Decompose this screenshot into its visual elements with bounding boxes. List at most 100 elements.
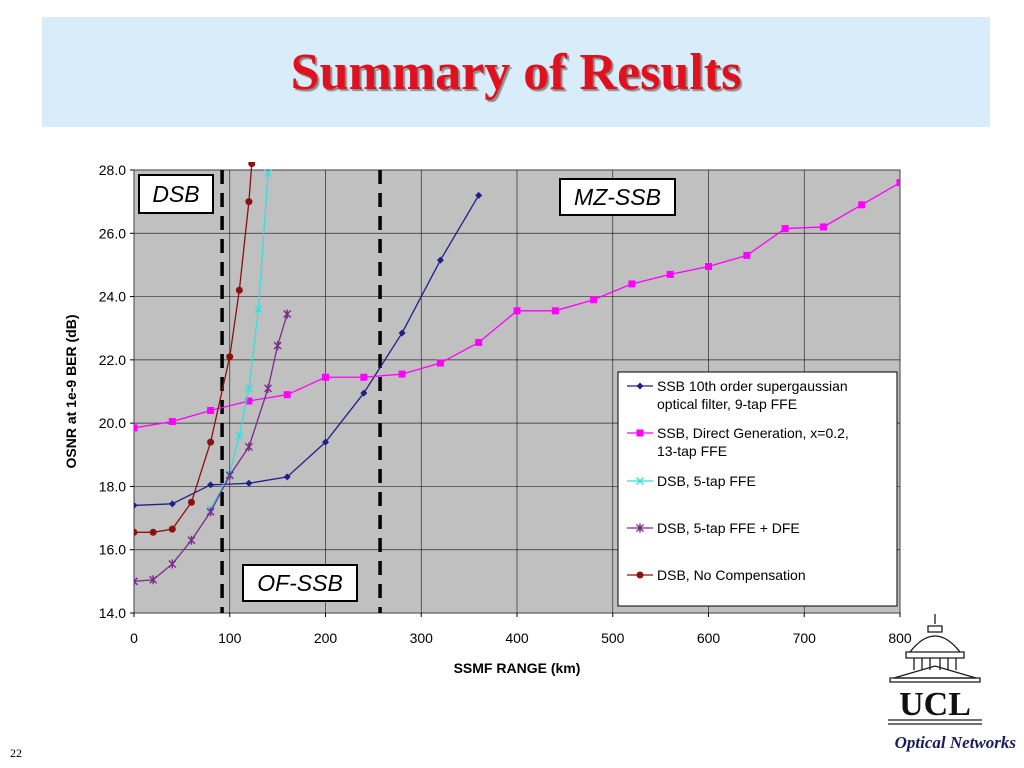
x-tick-label: 700 xyxy=(793,630,817,646)
data-point-marker xyxy=(398,329,406,337)
data-point-marker xyxy=(168,559,177,569)
data-point-marker xyxy=(226,353,234,361)
series-0 xyxy=(134,191,483,509)
page-number: 22 xyxy=(10,746,22,760)
x-axis-label: SSMF RANGE (km) xyxy=(454,660,581,676)
data-point-marker xyxy=(134,424,138,432)
data-point-marker xyxy=(264,383,273,393)
data-point-marker xyxy=(245,479,253,487)
y-tick-label: 28.0 xyxy=(99,162,126,178)
data-point-marker xyxy=(896,179,900,187)
series-line xyxy=(134,313,288,583)
legend-label: SSB, Direct Generation, x=0.2, xyxy=(657,425,849,441)
y-tick-label: 14.0 xyxy=(99,605,126,621)
series-line xyxy=(134,194,480,507)
annotation-label: MZ-SSB xyxy=(574,184,661,210)
data-point-marker xyxy=(283,309,292,319)
y-tick-label: 16.0 xyxy=(99,542,126,558)
data-point-marker xyxy=(264,169,273,178)
data-point-marker xyxy=(636,429,644,437)
x-tick-label: 500 xyxy=(601,630,625,646)
legend-label: SSB 10th order supergaussian xyxy=(657,378,848,394)
data-point-marker xyxy=(187,498,195,506)
data-point-marker xyxy=(235,286,243,294)
data-point-marker xyxy=(628,280,636,288)
data-point-marker xyxy=(590,296,598,304)
data-point-marker xyxy=(743,251,751,259)
data-point-marker xyxy=(244,384,253,393)
data-point-marker xyxy=(436,359,444,367)
data-point-marker xyxy=(819,223,827,231)
data-point-marker xyxy=(168,500,176,508)
data-point-marker xyxy=(322,373,329,381)
y-tick-label: 18.0 xyxy=(99,478,126,494)
data-point-marker xyxy=(207,438,215,446)
data-point-marker xyxy=(636,382,644,390)
data-point-marker xyxy=(168,525,176,533)
data-point-marker xyxy=(245,397,253,405)
series-4 xyxy=(134,162,256,536)
x-tick-label: 200 xyxy=(314,630,338,646)
x-tick-label: 800 xyxy=(888,630,912,646)
annotation-label: DSB xyxy=(152,181,199,207)
footer-label: Optical Networks xyxy=(894,733,1016,752)
legend-label: DSB, 5-tap FFE xyxy=(657,473,756,489)
data-point-marker xyxy=(254,305,263,314)
data-point-marker xyxy=(360,373,368,381)
x-tick-label: 300 xyxy=(410,630,434,646)
data-point-marker xyxy=(149,575,158,585)
series-3 xyxy=(134,309,292,586)
data-point-marker xyxy=(248,162,256,168)
data-point-marker xyxy=(206,507,215,517)
data-point-marker xyxy=(636,571,644,579)
data-point-marker xyxy=(225,470,234,480)
title-banner: Summary of Results xyxy=(42,17,990,127)
y-tick-label: 20.0 xyxy=(99,415,126,431)
data-point-marker xyxy=(168,418,176,426)
y-tick-label: 26.0 xyxy=(99,225,126,241)
data-point-marker xyxy=(436,256,444,264)
data-point-marker xyxy=(636,477,644,485)
data-point-marker xyxy=(666,270,674,278)
x-tick-label: 600 xyxy=(697,630,721,646)
legend-label: DSB, No Compensation xyxy=(657,567,806,583)
data-point-marker xyxy=(244,442,253,452)
data-point-marker xyxy=(322,438,329,446)
legend-label: DSB, 5-tap FFE + DFE xyxy=(657,520,800,536)
data-point-marker xyxy=(551,307,559,315)
annotation-box xyxy=(242,564,358,602)
data-point-marker xyxy=(513,307,521,315)
series-line xyxy=(210,173,269,509)
y-axis-label: OSNR at 1e-9 BER (dB) xyxy=(63,314,79,468)
data-point-marker xyxy=(781,225,789,233)
data-point-marker xyxy=(858,201,866,209)
annotation-label: OF-SSB xyxy=(257,570,343,596)
y-tick-label: 22.0 xyxy=(99,352,126,368)
legend-label-line2: 13-tap FFE xyxy=(657,443,727,459)
data-point-marker xyxy=(207,481,215,489)
data-point-marker xyxy=(475,338,483,346)
legend-box xyxy=(617,371,898,607)
x-tick-label: 0 xyxy=(130,630,138,646)
x-tick-label: 400 xyxy=(505,630,529,646)
data-point-marker xyxy=(273,341,282,351)
y-tick-label: 24.0 xyxy=(99,289,126,305)
data-point-marker xyxy=(360,389,368,397)
series-1 xyxy=(134,179,900,432)
annotation-box xyxy=(559,178,676,216)
data-point-marker xyxy=(149,528,157,536)
data-point-marker xyxy=(187,535,196,545)
data-point-marker xyxy=(475,191,483,199)
ucl-logo: UCL xyxy=(888,614,982,725)
data-point-marker xyxy=(283,391,291,399)
data-point-marker xyxy=(245,198,253,206)
legend-label-line2: optical filter, 9-tap FFE xyxy=(657,396,797,412)
page-title: Summary of Results xyxy=(290,43,742,101)
data-point-marker xyxy=(398,370,406,378)
data-point-marker xyxy=(134,576,138,586)
data-point-marker xyxy=(235,431,244,440)
data-point-marker xyxy=(134,528,138,536)
data-point-marker xyxy=(705,263,712,271)
x-tick-label: 100 xyxy=(218,630,242,646)
